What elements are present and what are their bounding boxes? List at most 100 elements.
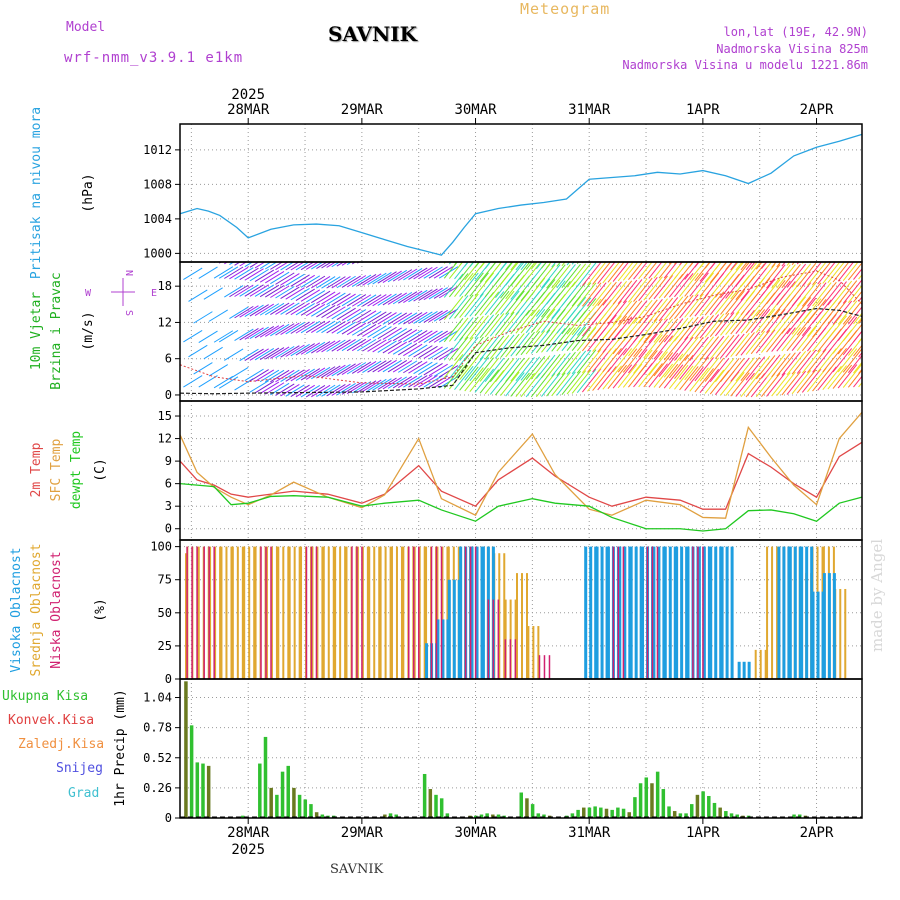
wind-barb [218, 330, 239, 343]
wind-barb [189, 249, 208, 260]
wind-barb [336, 262, 345, 267]
wind-barb [194, 267, 213, 278]
wind-barb [648, 318, 668, 343]
cloud-low-bar [612, 546, 615, 679]
wind-barb [561, 351, 581, 376]
wind-barb [234, 284, 254, 297]
wind-barb [530, 278, 551, 303]
wind-barb [730, 290, 750, 315]
wind-barb [367, 294, 387, 307]
cloud-low-bars [186, 546, 704, 679]
wind-barb [745, 262, 753, 271]
wind-barb [387, 292, 408, 305]
cloud-high-label: Visoka Oblacnost [9, 547, 24, 672]
wind-barb [204, 331, 223, 342]
wind-barb [183, 291, 202, 302]
wind-barb [479, 369, 500, 394]
wind-barb [653, 352, 674, 377]
precip-bar [593, 806, 597, 818]
wind-barb [413, 375, 433, 388]
date-label-bottom: 1APR [686, 825, 720, 841]
wind-barb [541, 354, 561, 379]
wind-barb [735, 332, 755, 357]
wind-barb [684, 366, 704, 391]
wind-barb [300, 368, 321, 381]
precip-bar [479, 814, 484, 818]
temp-grid: 0 3 6 9 12 15 [158, 401, 862, 540]
cloud-high-bar [788, 546, 792, 679]
cloud-mid-bar [368, 546, 371, 679]
wind-barb [714, 358, 735, 383]
precip-bar [206, 765, 211, 818]
wind-barb [612, 348, 633, 373]
wind-barb [566, 370, 587, 395]
wind-barb [781, 371, 801, 396]
wind-barb [597, 281, 617, 306]
wind-barb [479, 262, 486, 269]
precip-bar [286, 765, 290, 818]
wind-barb [776, 262, 782, 268]
wind-barb [561, 263, 581, 288]
pressure-unit-label: (hPa) [81, 173, 96, 212]
wind-barb [597, 366, 617, 391]
wind-barb [822, 281, 842, 306]
wind-barb [459, 316, 479, 341]
wind-barb [341, 293, 361, 307]
wind-barb [387, 376, 408, 389]
precip-bar [633, 797, 637, 818]
precip-bar [576, 809, 580, 818]
wind-barb [725, 333, 745, 358]
wind-barb [766, 372, 786, 397]
wind-barb [495, 290, 515, 315]
wind-barb [847, 323, 862, 342]
precip-bar [184, 681, 188, 818]
wind-barb [745, 309, 766, 334]
wind-barb [259, 262, 272, 269]
precip-bar [610, 809, 614, 818]
wind-barb [709, 262, 717, 270]
wind-barb [372, 360, 392, 373]
wind-barb [448, 262, 464, 279]
wind-barb [674, 273, 694, 298]
cloud-mid-bar [436, 546, 439, 679]
wind-barb [198, 266, 218, 279]
wind-barb [382, 293, 402, 306]
wind-barb [484, 370, 505, 395]
cloud-high-bar [725, 546, 729, 679]
wind-barb [443, 262, 458, 279]
wind-barb [280, 302, 300, 315]
wind-barb [316, 366, 336, 379]
wind-barb [264, 302, 285, 316]
wind-barb [367, 272, 387, 286]
wind-barb [622, 363, 643, 388]
precip-bar [292, 787, 296, 818]
cloud-mid-bar [241, 546, 244, 679]
wind-barb [750, 262, 758, 270]
wind-barb [653, 275, 674, 300]
precip-bar [718, 807, 722, 818]
precip-ytick-label: 0.26 [143, 781, 172, 795]
precip-bar [394, 814, 398, 818]
wind-barb [321, 384, 341, 397]
wind-barb [264, 324, 285, 337]
wind-barb [229, 266, 249, 280]
wind-barb [674, 354, 694, 380]
wind-barb [505, 333, 525, 358]
wind-barb [745, 356, 766, 381]
date-label-top: 2APR [800, 102, 834, 118]
wind-barb [433, 309, 454, 322]
wind-barb [602, 365, 622, 390]
precip-bars [184, 681, 808, 818]
wind-barb [704, 357, 725, 382]
cloud-mid-bar [516, 573, 518, 679]
wind-barb [459, 262, 475, 280]
wind-barb [761, 264, 781, 289]
wind-barb [638, 299, 658, 324]
cloud-high-bar [816, 591, 820, 679]
compass-north: N [123, 270, 134, 276]
cloud-mid-bar [390, 546, 393, 679]
wind-barb [684, 336, 704, 361]
wind-barb [689, 272, 709, 297]
wind-barb [791, 297, 812, 322]
